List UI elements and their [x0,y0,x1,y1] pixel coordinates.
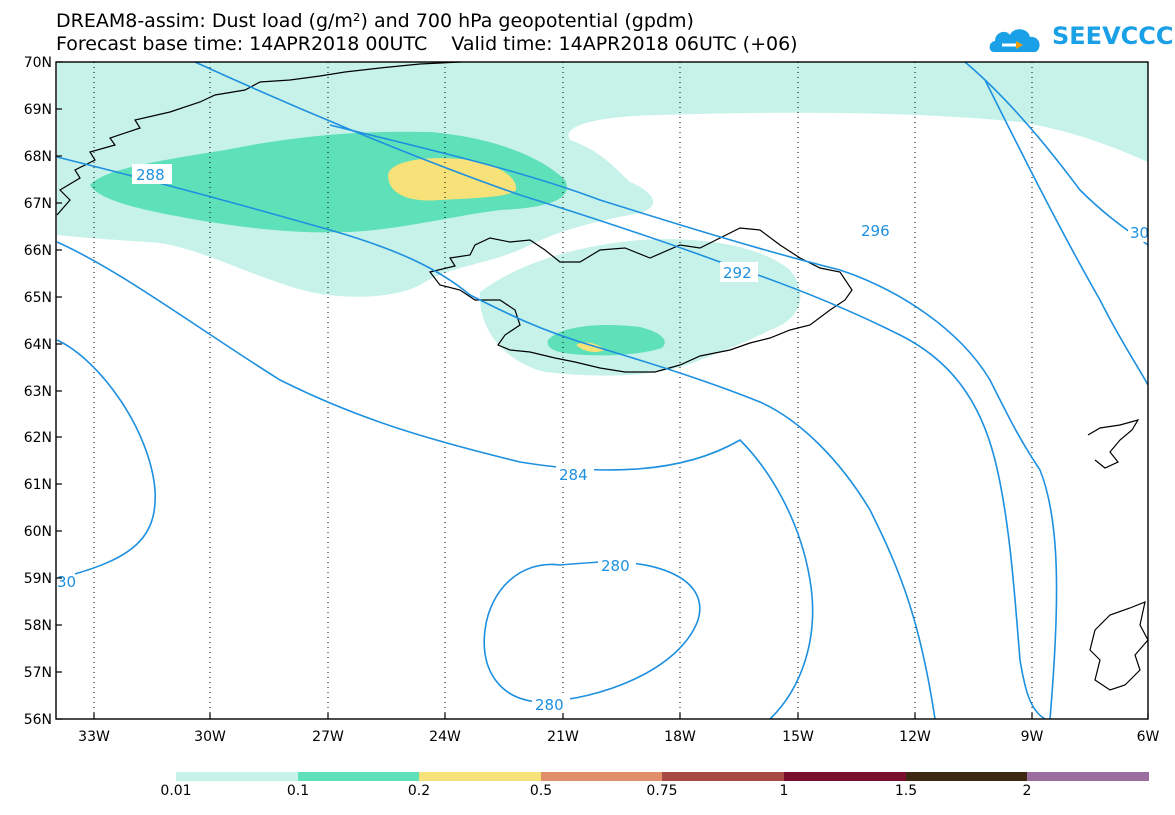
colorbar-label: 0.75 [646,783,678,799]
lat-label: 64N [24,337,52,353]
lat-label: 70N [24,55,52,71]
lon-label: 24W [429,729,461,745]
faroe-coast [1087,419,1140,469]
dust-field-low-iceland [479,239,801,376]
contour-labels: 288 292 296 30 284 280 280 30 [57,164,1149,714]
dust-layer [57,62,1148,376]
lon-label: 12W [899,729,931,745]
longitude-labels: 33W 30W 27W 24W 21W 18W 15W 12W 9W 6W [78,729,1159,745]
map-subtitle: Forecast base time: 14APR2018 00UTC Vali… [56,33,798,55]
contour-292 [194,61,1046,720]
colorbar-label: 0.1 [286,783,310,799]
greenland-coast [56,61,461,216]
colorbar-label: 1.5 [894,783,918,799]
contour-296 [329,124,1058,720]
lat-label: 69N [24,102,52,118]
colorbar-swatch [419,772,541,781]
lat-label: 58N [24,618,52,634]
scotland-coast [1089,601,1149,691]
lon-label: 6W [1137,729,1160,745]
lon-label: 30W [194,729,226,745]
lon-label: 21W [547,729,579,745]
contour-label-280-top: 280 [601,557,630,575]
latitude-labels: 70N 69N 68N 67N 66N 65N 64N 63N 62N 61N … [24,55,52,728]
colorbar-swatch [784,772,906,781]
lat-label: 57N [24,665,52,681]
contour-label-30-west: 30 [57,573,76,591]
colorbar-swatch [298,772,419,781]
dust-field-high-iceland [576,342,605,353]
contour-label-288: 288 [136,166,165,184]
lon-label: 15W [782,729,814,745]
lat-label: 56N [24,712,52,728]
dust-field-high-north [388,158,517,201]
contour-280-south [483,561,701,703]
map-title: DREAM8-assim: Dust load (g/m²) and 700 h… [56,10,694,32]
contour-label-300: 30 [1130,224,1149,242]
lat-label: 61N [24,477,52,493]
colorbar-label: 2 [1022,783,1032,799]
colorbar [176,772,1149,781]
lat-label: 60N [24,524,52,540]
contour-label-280-bottom: 280 [535,696,564,714]
colorbar-swatch [662,772,784,781]
lon-label: 27W [312,729,344,745]
contour-280-west [56,339,156,579]
lat-label: 59N [24,571,52,587]
colorbar-swatch [541,772,662,781]
colorbar-swatch [176,772,298,781]
contour-288 [56,156,936,720]
coastlines [56,61,1149,691]
lon-label: 33W [78,729,110,745]
contour-300-east [984,79,1149,386]
contour-label-292: 292 [723,264,752,282]
colorbar-swatch [1027,772,1149,781]
lat-label: 63N [24,384,52,400]
lat-label: 68N [24,149,52,165]
ticks [56,61,1149,720]
lat-label: 67N [24,196,52,212]
lat-label: 66N [24,243,52,259]
lat-label: 65N [24,290,52,306]
colorbar-label: 1 [779,783,789,799]
contour-label-284: 284 [559,466,588,484]
contour-label-296: 296 [861,222,890,240]
colorbar-label: 0.5 [529,783,553,799]
lon-label: 9W [1021,729,1044,745]
colorbar-label: 0.2 [407,783,431,799]
iceland-coast [428,227,853,373]
cloud-logo-icon [989,29,1040,52]
colorbar-swatch [906,772,1027,781]
lat-label: 62N [24,430,52,446]
lon-label: 18W [664,729,696,745]
dust-field-mid-iceland [547,324,665,356]
logo-text: SEEVCCC [1052,22,1174,50]
colorbar-label: 0.01 [160,783,192,799]
